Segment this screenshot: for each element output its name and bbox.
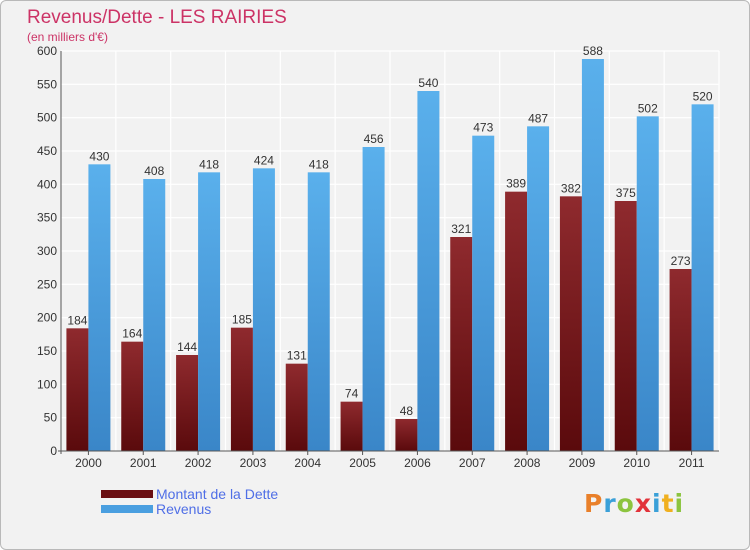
bar-revenus <box>581 59 604 451</box>
data-label-revenus: 540 <box>418 76 438 90</box>
data-label-revenus: 424 <box>254 153 274 167</box>
x-tick-label: 2004 <box>294 456 321 470</box>
y-tick-label: 350 <box>37 211 57 225</box>
y-tick-label: 0 <box>50 444 57 458</box>
legend-swatch-revenus <box>101 505 153 513</box>
data-label-dette: 144 <box>177 340 197 354</box>
bar-revenus <box>636 116 659 451</box>
bar-revenus <box>252 168 275 452</box>
y-tick-label: 400 <box>37 177 57 191</box>
bar-revenus <box>472 135 495 451</box>
y-tick-label: 300 <box>37 244 57 258</box>
bar-dette <box>230 327 253 451</box>
y-tick-label: 600 <box>37 44 57 58</box>
data-label-revenus: 408 <box>144 164 164 178</box>
data-label-dette: 273 <box>671 254 691 268</box>
data-label-revenus: 473 <box>473 121 493 135</box>
data-label-dette: 48 <box>400 404 414 418</box>
bar-revenus <box>417 91 440 451</box>
x-tick-label: 2000 <box>75 456 102 470</box>
y-tick-label: 200 <box>37 311 57 325</box>
data-label-dette: 389 <box>506 177 526 191</box>
bar-dette <box>395 419 418 451</box>
y-tick-label: 550 <box>37 77 57 91</box>
bar-revenus <box>143 179 166 451</box>
data-label-revenus: 502 <box>638 101 658 115</box>
data-label-dette: 375 <box>616 186 636 200</box>
x-tick-label: 2003 <box>240 456 267 470</box>
logo-letter: P <box>584 489 604 518</box>
chart-title: Revenus/Dette - LES RAIRIES <box>27 7 287 28</box>
x-tick-label: 2011 <box>679 456 705 470</box>
bar-dette <box>505 191 528 451</box>
data-label-revenus: 418 <box>199 157 219 171</box>
bar-dette <box>340 401 363 451</box>
y-tick-label: 500 <box>37 111 57 125</box>
x-tick-label: 2005 <box>349 456 376 470</box>
data-label-dette: 131 <box>287 349 307 363</box>
logo-letter: i <box>652 489 662 518</box>
x-tick-label: 2006 <box>404 456 431 470</box>
chart-subtitle: (en milliers d'€) <box>27 30 108 44</box>
logo-letter: x <box>634 489 652 518</box>
legend-label-dette: Montant de la Dette <box>156 486 279 502</box>
data-label-revenus: 456 <box>364 132 384 146</box>
bar-dette <box>285 363 308 451</box>
y-tick-label: 150 <box>37 344 57 358</box>
legend-swatch-dette <box>101 490 153 498</box>
bar-dette <box>669 269 692 451</box>
x-tick-label: 2009 <box>569 456 596 470</box>
y-tick-label: 450 <box>37 144 57 158</box>
bar-revenus <box>307 172 330 452</box>
data-label-revenus: 588 <box>583 44 603 58</box>
bar-dette <box>450 237 473 451</box>
data-label-revenus: 418 <box>309 157 329 171</box>
data-label-revenus: 487 <box>528 111 548 125</box>
x-tick-label: 2007 <box>459 456 486 470</box>
y-tick-label: 50 <box>44 411 58 425</box>
logo-letter: o <box>616 489 635 518</box>
proxiti-logo: Proxiti <box>584 489 684 518</box>
bar-dette <box>559 196 582 451</box>
data-label-revenus: 520 <box>693 89 713 103</box>
data-label-dette: 74 <box>345 387 359 401</box>
x-tick-label: 2002 <box>185 456 212 470</box>
logo-letter: i <box>674 489 685 518</box>
x-tick-label: 2008 <box>514 456 541 470</box>
bar-revenus <box>691 104 714 451</box>
logo-letter: r <box>603 489 617 518</box>
bar-revenus <box>362 147 385 451</box>
bar-dette <box>176 355 199 451</box>
x-tick-label: 2001 <box>130 456 157 470</box>
legend-label-revenus: Revenus <box>156 501 212 517</box>
x-tick-label: 2010 <box>623 456 650 470</box>
logo-letter: t <box>661 489 675 518</box>
bar-dette <box>66 328 89 451</box>
y-tick-label: 250 <box>37 277 57 291</box>
data-label-dette: 382 <box>561 181 581 195</box>
bar-revenus <box>88 164 111 452</box>
y-tick-label: 100 <box>37 377 57 391</box>
bar-revenus <box>527 126 550 451</box>
data-label-revenus: 430 <box>89 149 109 163</box>
data-label-dette: 321 <box>451 222 471 236</box>
data-label-dette: 164 <box>122 327 142 341</box>
data-label-dette: 184 <box>67 313 87 327</box>
data-label-dette: 185 <box>232 313 252 327</box>
bar-dette <box>614 201 637 451</box>
bar-dette <box>121 341 144 451</box>
bar-revenus <box>198 172 221 452</box>
